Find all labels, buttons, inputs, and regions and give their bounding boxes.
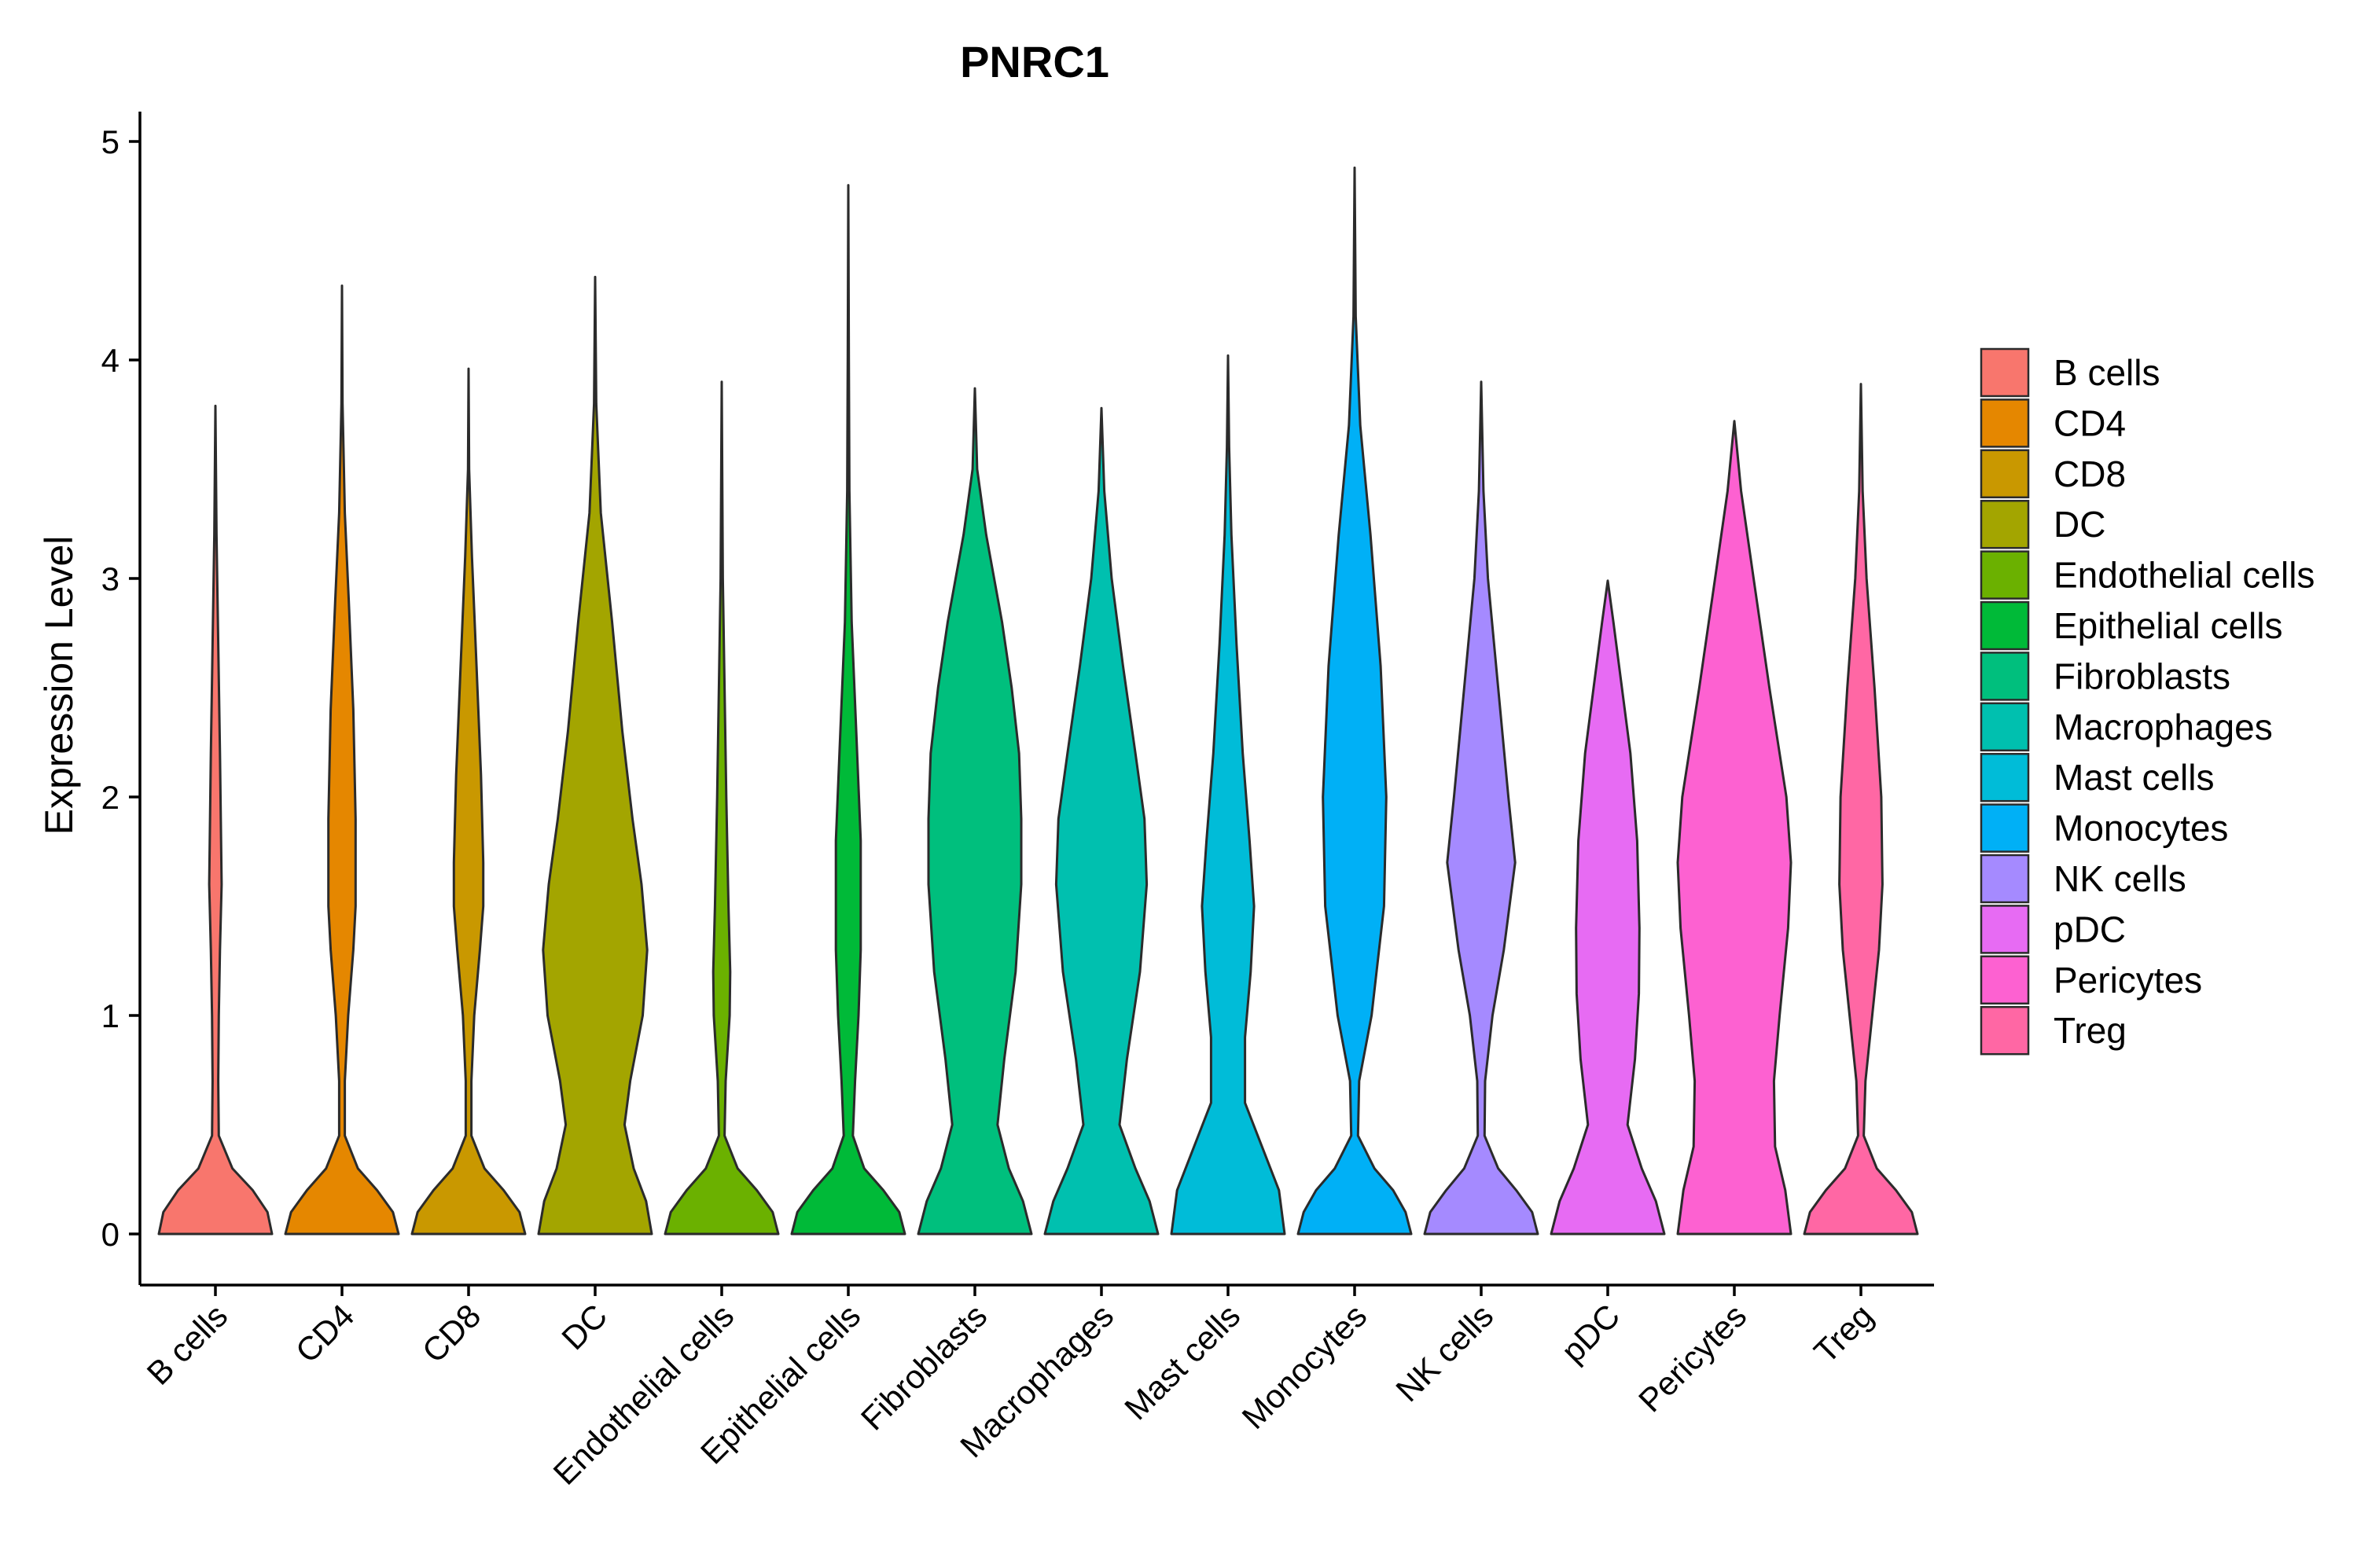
x-tick-label: Treg xyxy=(1807,1297,1880,1370)
violin-cd4 xyxy=(284,285,400,1236)
x-tick-label: CD4 xyxy=(289,1297,362,1370)
x-tick-label: DC xyxy=(554,1297,614,1357)
legend-label: Monocytes xyxy=(2054,808,2228,849)
legend-swatch xyxy=(1980,398,2030,448)
legend-label: Macrophages xyxy=(2054,707,2273,747)
y-tick-label: 4 xyxy=(101,342,120,379)
violin-pericytes xyxy=(1676,420,1793,1236)
violin-treg xyxy=(1803,383,1919,1236)
legend-swatch xyxy=(1980,499,2030,549)
y-tick-label: 1 xyxy=(101,997,120,1034)
legend-label: NK cells xyxy=(2054,858,2186,899)
legend-swatch xyxy=(1980,702,2030,752)
legend-label: pDC xyxy=(2054,909,2126,949)
legend-label: DC xyxy=(2054,504,2105,545)
legend-label: Epithelial cells xyxy=(2054,605,2282,646)
violin-monocytes xyxy=(1296,166,1413,1236)
x-tick-label: CD8 xyxy=(415,1297,488,1370)
legend-label: Pericytes xyxy=(2054,960,2202,1001)
violin-nk-cells xyxy=(1423,380,1539,1236)
legend-swatch xyxy=(1980,449,2030,499)
legend-swatch xyxy=(1980,752,2030,802)
legend-label: CD4 xyxy=(2054,402,2126,443)
legend-label: Mast cells xyxy=(2054,757,2214,798)
legend-swatch xyxy=(1980,854,2030,904)
chart-title: PNRC1 xyxy=(960,37,1109,86)
legend-label: CD8 xyxy=(2054,454,2126,494)
y-tick-label: 5 xyxy=(101,123,120,160)
legend-swatch xyxy=(1980,803,2030,853)
legend-swatch xyxy=(1980,652,2030,701)
violin-epithelial-cells xyxy=(790,184,906,1236)
legend-swatch xyxy=(1980,347,2030,398)
x-tick-label: Mast cells xyxy=(1117,1297,1247,1427)
legend-swatch xyxy=(1980,600,2030,651)
violin-endothelial-cells xyxy=(664,380,780,1236)
legend-label: Endothelial cells xyxy=(2054,555,2315,596)
x-tick-label: Pericytes xyxy=(1631,1297,1753,1419)
violin-mast-cells xyxy=(1170,354,1286,1236)
x-tick-label: NK cells xyxy=(1388,1297,1500,1408)
legend-swatch xyxy=(1980,905,2030,954)
legend-label: Fibroblasts xyxy=(2054,655,2230,696)
x-tick-label: pDC xyxy=(1554,1297,1627,1370)
violin-b-cells xyxy=(157,404,274,1236)
violin-macrophages xyxy=(1043,406,1160,1236)
x-tick-label: Fibroblasts xyxy=(854,1297,994,1437)
legend-label: B cells xyxy=(2054,352,2160,393)
legend-label: Treg xyxy=(2054,1010,2127,1051)
y-tick-label: 3 xyxy=(101,560,120,597)
y-tick-label: 2 xyxy=(101,779,120,816)
legend-swatch xyxy=(1980,955,2030,1005)
y-axis-label: Expression Level xyxy=(37,536,81,835)
x-tick-label: B cells xyxy=(140,1297,235,1392)
violin-dc xyxy=(537,275,653,1236)
legend: B cells CD4 CD8 DC Endothelial cells Epitheli… xyxy=(1980,347,2315,1056)
violin-fibroblasts xyxy=(917,387,1033,1236)
legend-swatch xyxy=(1980,1005,2030,1056)
y-tick-label: 0 xyxy=(101,1216,120,1253)
violin-pdc xyxy=(1550,579,1666,1236)
x-tick-label: Monocytes xyxy=(1235,1297,1374,1436)
legend-swatch xyxy=(1980,550,2030,600)
violin-cd8 xyxy=(410,367,527,1236)
